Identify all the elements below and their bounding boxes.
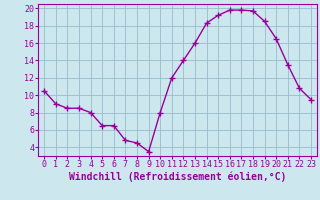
- X-axis label: Windchill (Refroidissement éolien,°C): Windchill (Refroidissement éolien,°C): [69, 172, 286, 182]
